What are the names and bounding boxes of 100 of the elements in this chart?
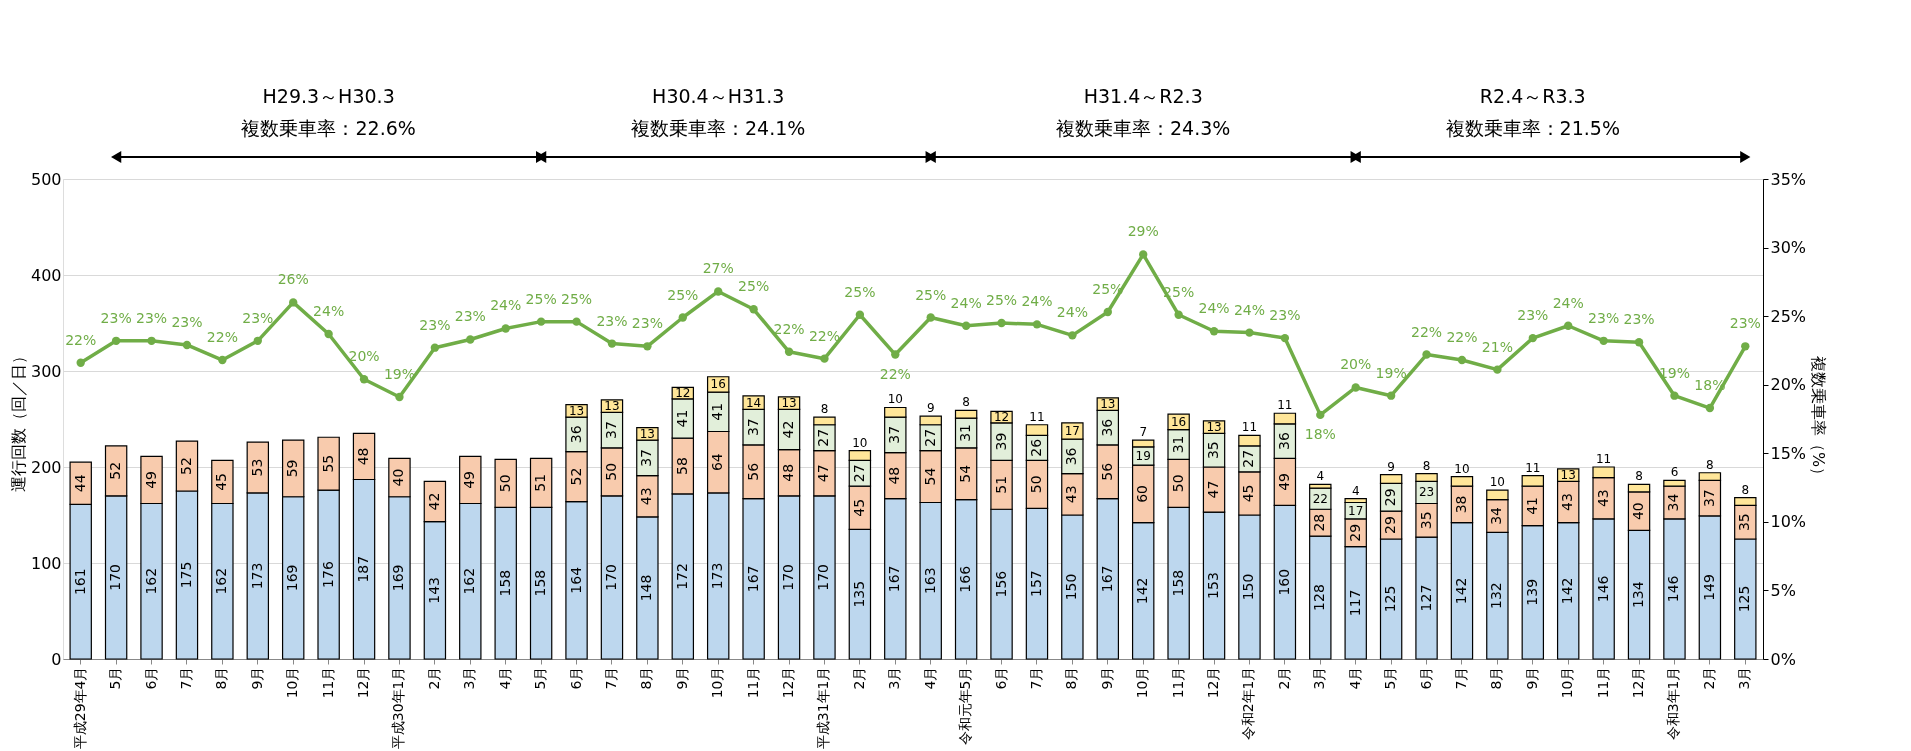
data-label: 37 [886,425,903,444]
data-label: 8 [1422,458,1431,473]
x-tick-label: 6月 [992,666,1009,690]
point [466,335,475,344]
point [1386,391,1396,400]
x-tick-label: 令和元年5月 [957,666,974,746]
y-tick-label: 100 [30,553,62,573]
data-label: 36 [1063,447,1080,466]
data-label: 175 [177,561,194,589]
data-label: 176 [319,561,336,588]
data-label: 49 [142,471,159,489]
data-label: 59 [284,459,301,478]
x-tick-label: 6月 [1417,666,1434,690]
data-label: 23% [135,309,168,326]
point [1209,327,1219,336]
point [536,317,546,326]
data-label: 23% [596,312,628,329]
data-label: 23% [1729,315,1761,332]
data-label: 50 [1027,475,1044,494]
data-label: 139 [1523,578,1540,606]
x-tick-label: 12月 [780,666,797,699]
data-label: 13 [1206,420,1222,435]
point [359,375,369,384]
point [1280,333,1290,343]
data-label: 36 [567,425,584,444]
data-label: 60 [1134,484,1151,503]
x-tick-label: 4月 [1346,666,1363,690]
data-label: 24% [1198,300,1230,317]
data-label: 48 [355,447,372,466]
point [1705,403,1715,413]
data-label: 19% [1375,364,1407,381]
x-tick-label: 7月 [1452,666,1469,690]
data-label: 45 [850,498,867,517]
x-tick-label: 9月 [673,666,690,690]
x-tick-label: 10月 [1559,666,1576,699]
x-tick-label: 12月 [1205,666,1222,699]
data-label: 6 [1670,465,1679,480]
data-label: 10 [1489,475,1506,490]
point [1103,307,1112,317]
data-label: 7 [1139,425,1148,440]
data-label: 10 [887,392,903,407]
x-tick-label: 3月 [1311,666,1328,690]
point [1493,365,1502,374]
data-label: 31 [1169,435,1186,454]
x-tick-label: 5月 [532,666,549,690]
x-tick-label: 平成29年4月 [71,666,88,750]
data-label: 128 [1311,584,1328,611]
data-label: 41 [709,402,726,421]
data-label: 23% [1588,309,1620,326]
data-label: 169 [284,564,301,592]
data-label: 148 [638,574,655,602]
point [926,313,935,322]
data-label: 25% [525,290,557,307]
data-label: 31 [957,424,974,442]
data-label: 11 [1241,420,1258,435]
text: H29.3～H30.3 [262,85,395,107]
y2-tick-label: 25% [1770,306,1807,326]
data-label: 22% [1410,323,1443,340]
data-label: 25% [844,283,876,300]
data-label: 13 [1560,468,1576,483]
point [395,392,404,402]
data-label: 64 [709,453,726,472]
x-tick-label: 2月 [850,666,867,690]
data-label: 167 [744,565,761,593]
data-label: 13 [639,426,656,441]
y2-tick-label: 35% [1770,169,1807,189]
data-label: 26 [1027,438,1044,457]
x-tick-label: 7月 [1027,666,1044,690]
text: 複数乗車率：24.1% [631,117,806,139]
data-label: 117 [1346,589,1363,617]
data-label: 36 [1098,418,1115,437]
data-label: 54 [921,467,938,486]
x-tick-label: 6月 [567,666,584,690]
x-tick-label: 5月 [1382,666,1399,690]
data-label: 50 [1169,474,1186,493]
data-label: 16 [710,377,726,392]
point [997,318,1006,328]
data-label: 48 [780,463,797,482]
data-label: 49 [461,471,478,489]
data-label: 41 [1523,496,1540,515]
data-label: 12 [675,386,691,401]
x-tick-label: 平成31年1月 [815,666,832,750]
data-label: 25% [738,278,770,295]
data-label: 23% [242,309,274,326]
data-label: 53 [248,458,265,477]
data-label: 47 [1205,480,1222,499]
data-label: 43 [1559,493,1576,511]
data-label: 160 [1275,568,1292,596]
data-label: 54 [957,464,974,483]
data-label: 29 [1346,523,1363,542]
data-label: 24% [950,294,982,311]
y-tick-label: 300 [30,361,62,381]
data-label: 170 [107,564,124,591]
y-tick-label: 200 [30,457,62,477]
point [1564,321,1573,330]
point [1457,355,1467,365]
x-tick-label: 11月 [744,666,761,699]
x-tick-label: 5月 [107,666,124,690]
data-label: 25% [915,286,947,303]
data-label: 142 [1559,577,1576,605]
